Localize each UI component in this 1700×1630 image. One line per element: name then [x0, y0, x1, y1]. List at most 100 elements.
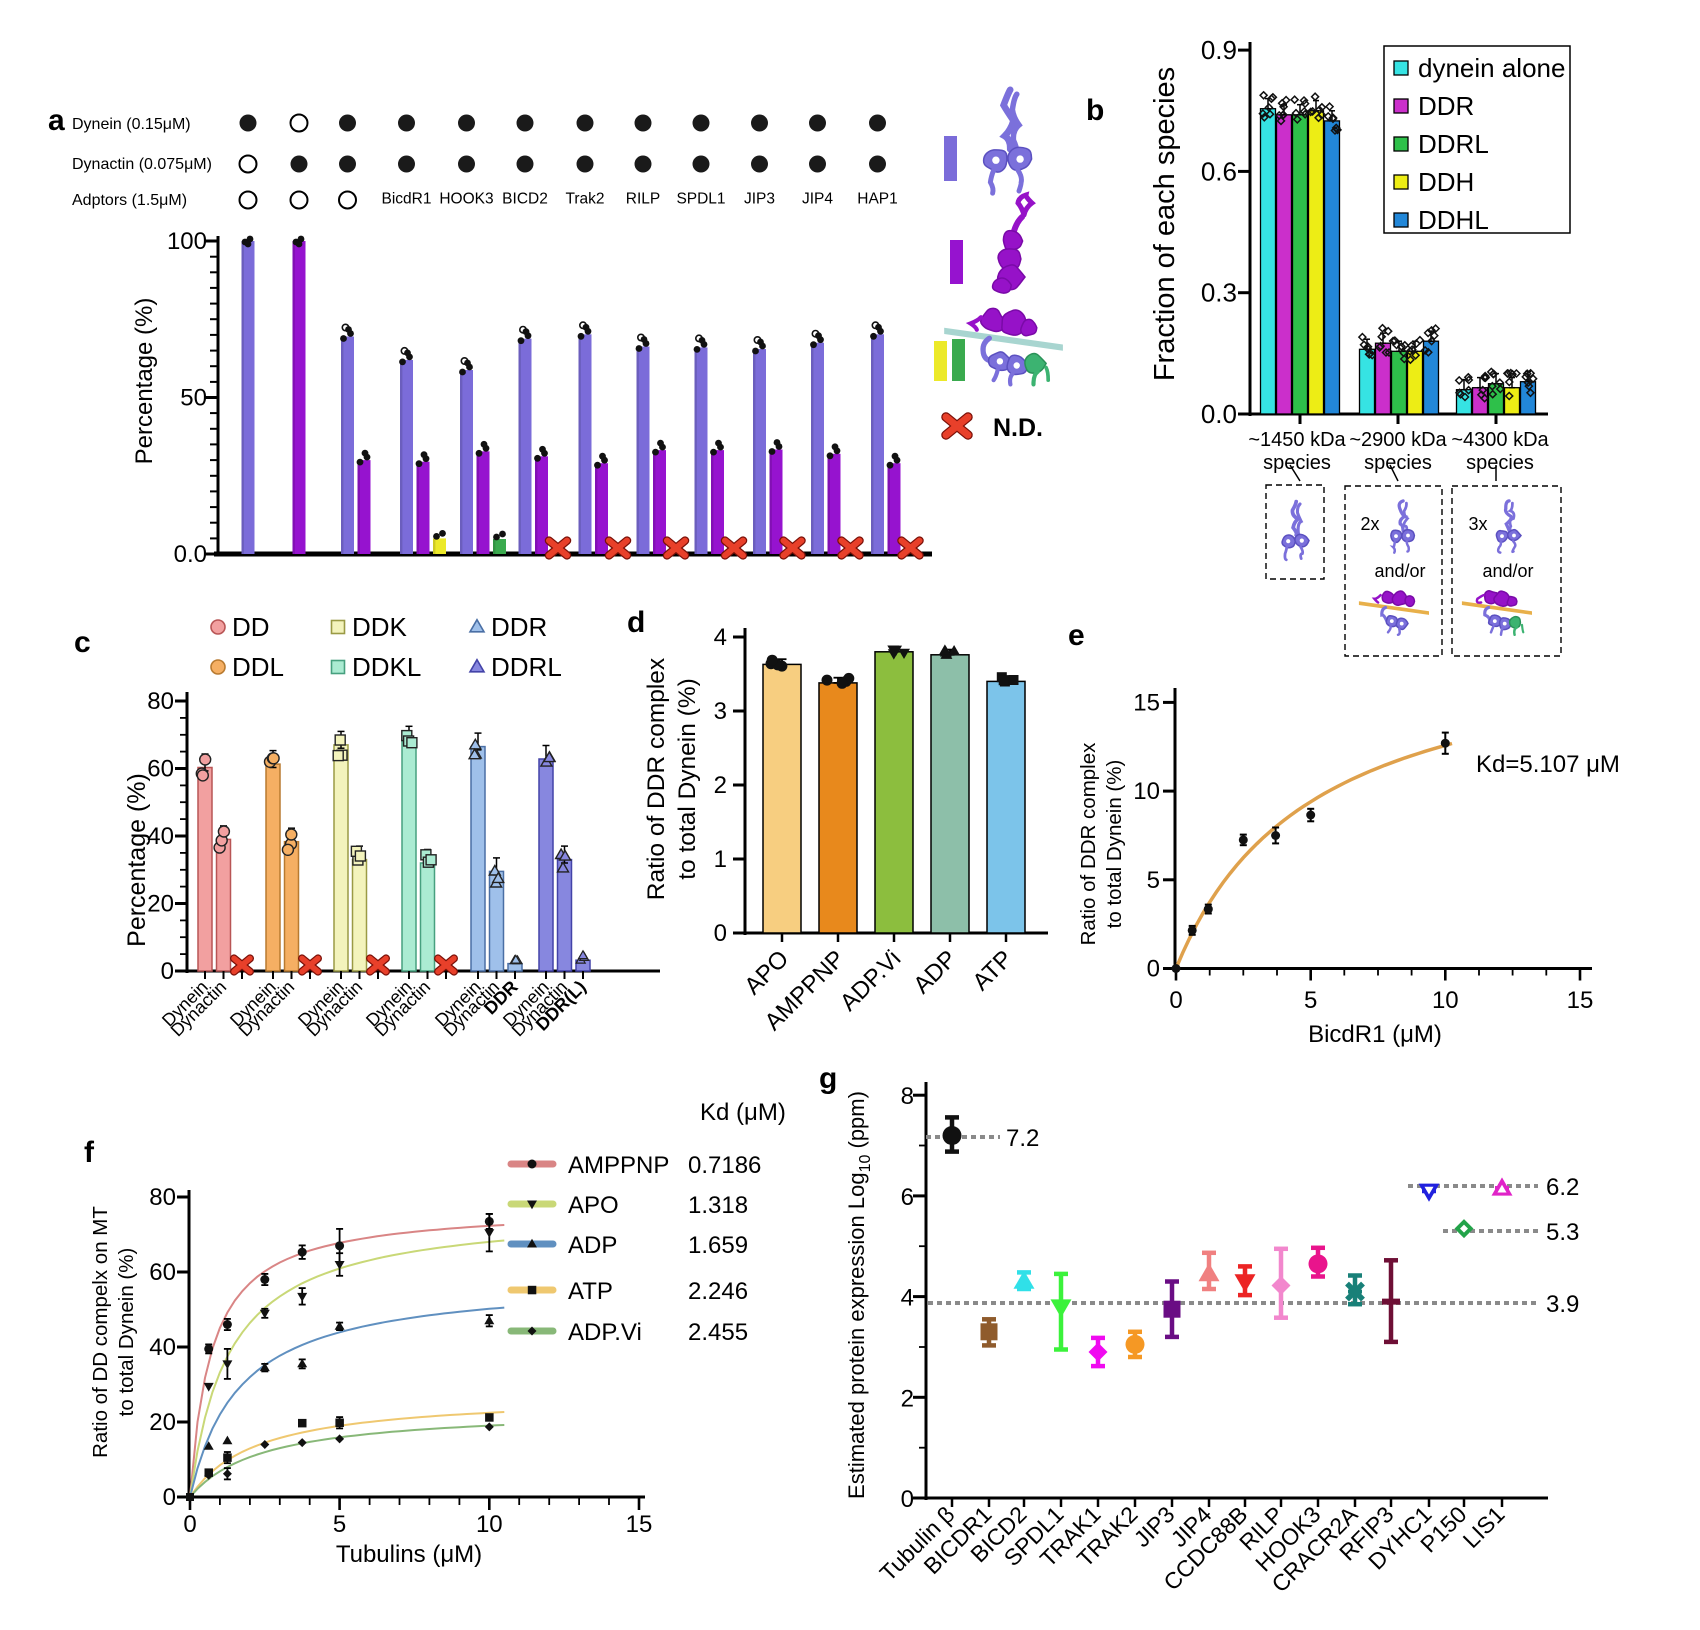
- svg-text:Percentage (%): Percentage (%): [123, 773, 151, 947]
- svg-text:60: 60: [149, 1259, 176, 1286]
- svg-text:15: 15: [626, 1511, 653, 1538]
- svg-text:JIP3: JIP3: [744, 191, 775, 208]
- svg-text:3: 3: [714, 698, 727, 725]
- svg-text:~1450 kDa: ~1450 kDa: [1248, 429, 1346, 451]
- svg-text:e: e: [1068, 619, 1085, 652]
- svg-text:BicdR1 (μM): BicdR1 (μM): [1308, 1021, 1442, 1048]
- svg-text:DDRL: DDRL: [491, 652, 562, 682]
- svg-text:50: 50: [180, 385, 207, 412]
- svg-text:~4300 kDa: ~4300 kDa: [1451, 429, 1549, 451]
- svg-text:Percentage (%): Percentage (%): [131, 298, 158, 465]
- svg-text:species: species: [1466, 452, 1534, 474]
- svg-text:Dynein (0.15μM): Dynein (0.15μM): [72, 116, 191, 133]
- svg-text:Fraction of each species: Fraction of each species: [1149, 67, 1181, 381]
- svg-text:Trak2: Trak2: [565, 191, 604, 208]
- svg-text:ADP: ADP: [568, 1232, 617, 1259]
- svg-text:Kd (μM): Kd (μM): [700, 1099, 786, 1126]
- svg-text:DDH: DDH: [1418, 167, 1474, 197]
- svg-text:HOOK3: HOOK3: [439, 191, 493, 208]
- svg-text:DDR: DDR: [1418, 91, 1474, 121]
- svg-text:species: species: [1364, 452, 1432, 474]
- svg-text:6: 6: [901, 1184, 914, 1211]
- svg-text:and/or: and/or: [1482, 561, 1533, 581]
- svg-text:Adptors (1.5μM): Adptors (1.5μM): [72, 192, 187, 209]
- svg-text:and/or: and/or: [1374, 561, 1425, 581]
- svg-text:Ratio of DD compelx on MT: Ratio of DD compelx on MT: [89, 1206, 112, 1458]
- svg-text:APO: APO: [568, 1192, 619, 1219]
- svg-text:15: 15: [1567, 987, 1594, 1014]
- svg-text:0: 0: [901, 1486, 914, 1513]
- svg-text:100: 100: [167, 228, 207, 255]
- svg-text:5: 5: [333, 1511, 346, 1538]
- svg-text:0: 0: [161, 958, 174, 985]
- svg-text:to total Dynein (%): to total Dynein (%): [1103, 760, 1126, 929]
- svg-text:~2900 kDa: ~2900 kDa: [1349, 429, 1447, 451]
- svg-text:20: 20: [147, 891, 174, 918]
- svg-text:DDKL: DDKL: [352, 652, 421, 682]
- svg-text:60: 60: [147, 756, 174, 783]
- svg-text:DDHL: DDHL: [1418, 205, 1489, 235]
- svg-text:15: 15: [1133, 689, 1160, 716]
- svg-text:5.3: 5.3: [1546, 1219, 1579, 1246]
- svg-text:DDL: DDL: [232, 652, 284, 682]
- svg-text:0.6: 0.6: [1201, 156, 1237, 186]
- svg-text:0: 0: [163, 1484, 176, 1511]
- svg-text:10: 10: [1432, 987, 1459, 1014]
- svg-text:JIP4: JIP4: [802, 191, 833, 208]
- svg-text:5: 5: [1147, 867, 1160, 894]
- svg-text:10: 10: [476, 1511, 503, 1538]
- svg-text:7.2: 7.2: [1006, 1125, 1039, 1152]
- svg-text:to total Dynein (%): to total Dynein (%): [115, 1248, 138, 1417]
- svg-text:3.9: 3.9: [1546, 1291, 1579, 1318]
- svg-text:80: 80: [149, 1184, 176, 1211]
- svg-text:0: 0: [714, 920, 727, 947]
- svg-text:f: f: [84, 1136, 95, 1169]
- svg-text:0.7186: 0.7186: [688, 1152, 761, 1179]
- svg-text:b: b: [1086, 94, 1104, 127]
- svg-text:g: g: [819, 1062, 837, 1095]
- svg-text:BicdR1: BicdR1: [382, 191, 432, 208]
- svg-text:40: 40: [149, 1334, 176, 1361]
- svg-text:N.D.: N.D.: [993, 414, 1043, 442]
- svg-text:DD: DD: [232, 612, 270, 642]
- svg-text:Kd=5.107 μM: Kd=5.107 μM: [1476, 751, 1620, 778]
- svg-text:0.0: 0.0: [1201, 399, 1237, 429]
- svg-text:Dynactin (0.075μM): Dynactin (0.075μM): [72, 156, 212, 173]
- svg-text:1.659: 1.659: [688, 1232, 748, 1259]
- svg-text:ATP: ATP: [568, 1278, 613, 1305]
- svg-text:DDRL: DDRL: [1418, 129, 1489, 159]
- svg-text:6.2: 6.2: [1546, 1174, 1579, 1201]
- svg-text:0.9: 0.9: [1201, 35, 1237, 65]
- svg-text:ADP.Vi: ADP.Vi: [568, 1319, 642, 1346]
- svg-text:8: 8: [901, 1083, 914, 1110]
- svg-text:80: 80: [147, 688, 174, 715]
- svg-text:0: 0: [1169, 987, 1182, 1014]
- svg-text:species: species: [1263, 452, 1331, 474]
- svg-text:2x: 2x: [1360, 514, 1379, 534]
- svg-text:to total Dynein (%): to total Dynein (%): [674, 678, 701, 880]
- svg-text:0: 0: [1147, 956, 1160, 983]
- svg-text:2: 2: [714, 772, 727, 799]
- svg-text:dynein alone: dynein alone: [1418, 53, 1565, 83]
- svg-text:RILP: RILP: [626, 191, 660, 208]
- svg-text:2.455: 2.455: [688, 1319, 748, 1346]
- svg-text:20: 20: [149, 1409, 176, 1436]
- svg-text:2.246: 2.246: [688, 1278, 748, 1305]
- svg-text:0: 0: [183, 1511, 196, 1538]
- svg-text:a: a: [48, 104, 65, 137]
- svg-text:SPDL1: SPDL1: [676, 191, 725, 208]
- svg-text:c: c: [74, 626, 91, 659]
- svg-text:3x: 3x: [1468, 514, 1487, 534]
- svg-text:4: 4: [714, 624, 727, 651]
- svg-text:2: 2: [901, 1385, 914, 1412]
- svg-text:DDK: DDK: [352, 612, 408, 642]
- svg-text:10: 10: [1133, 778, 1160, 805]
- svg-text:1.318: 1.318: [688, 1192, 748, 1219]
- svg-text:Ratio of DDR complex: Ratio of DDR complex: [643, 658, 670, 900]
- svg-text:AMPPNP: AMPPNP: [568, 1152, 669, 1179]
- svg-text:1: 1: [714, 846, 727, 873]
- svg-text:BICD2: BICD2: [502, 191, 548, 208]
- svg-text:0.0: 0.0: [174, 541, 207, 568]
- svg-text:d: d: [627, 606, 645, 639]
- svg-text:HAP1: HAP1: [857, 191, 898, 208]
